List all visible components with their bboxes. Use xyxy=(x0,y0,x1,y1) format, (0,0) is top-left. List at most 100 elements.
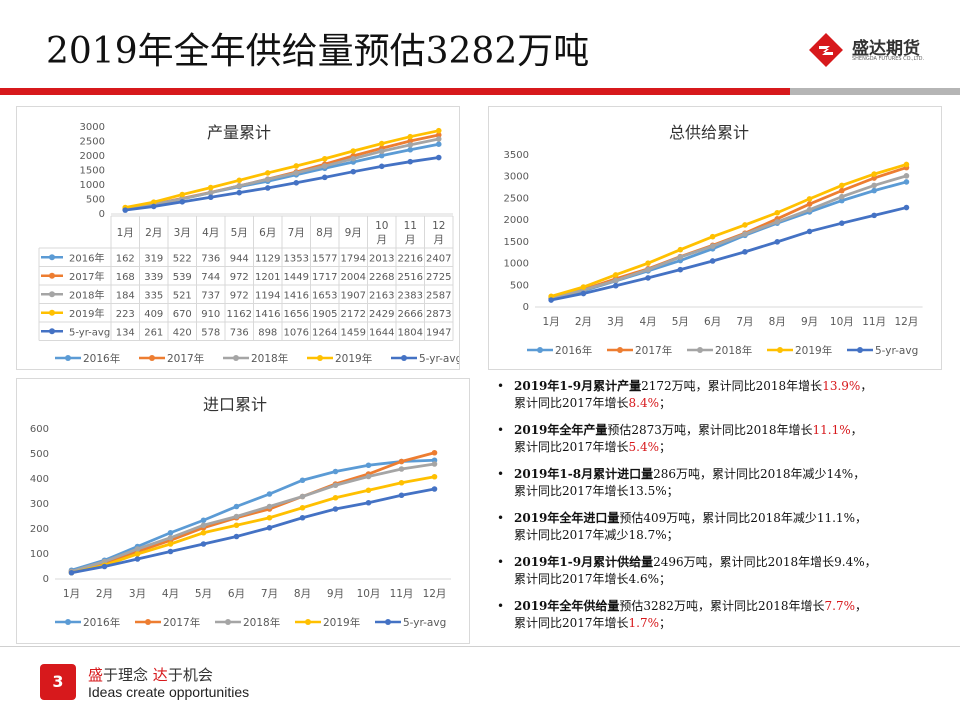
data-point xyxy=(200,517,207,524)
data-point xyxy=(435,154,442,161)
table-cell: 1644 xyxy=(369,327,394,338)
table-cell: 319 xyxy=(144,253,163,264)
data-point xyxy=(365,499,372,506)
table-row-label: 2018年 xyxy=(69,288,104,301)
data-point xyxy=(150,199,157,205)
table-cell: 1449 xyxy=(284,272,309,283)
table-cell: 134 xyxy=(116,327,135,338)
series-line xyxy=(71,487,435,575)
table-header: 9月 xyxy=(345,227,362,239)
y-tick-label: 100 xyxy=(30,549,49,560)
data-point xyxy=(350,168,357,175)
data-point xyxy=(233,533,240,540)
bullet-icon: • xyxy=(497,423,505,437)
x-tick-label: 4月 xyxy=(639,316,656,328)
data-point xyxy=(299,493,306,500)
bullet-text: 8.4% xyxy=(628,396,660,410)
legend-label: 2018年 xyxy=(715,344,752,357)
data-point xyxy=(207,194,214,201)
bullet-text: ； xyxy=(659,440,672,454)
x-tick-label: 12月 xyxy=(895,316,919,328)
table-cell: 1717 xyxy=(312,272,337,283)
legend-marker xyxy=(697,347,703,353)
series-line xyxy=(550,206,907,302)
y-tick-label: 2500 xyxy=(504,193,529,204)
summary-bullet: • 2019年1-9月累计供给量2496万吨，累计同比2018年增长9.4%， 累计… xyxy=(494,554,934,588)
table-row-marker xyxy=(49,291,55,298)
data-point xyxy=(350,155,357,162)
data-point xyxy=(398,466,405,472)
data-point xyxy=(321,155,328,162)
bullet-text: 累计同比2017年减少18.7%； xyxy=(514,528,679,542)
data-point xyxy=(378,140,385,147)
y-tick-label: 1500 xyxy=(80,166,105,177)
data-point xyxy=(612,282,619,289)
legend-label: 2019年 xyxy=(795,344,832,357)
data-point xyxy=(435,141,442,147)
data-point xyxy=(431,486,438,492)
data-point xyxy=(236,189,243,196)
data-point xyxy=(365,462,372,469)
data-point xyxy=(236,183,243,189)
data-point xyxy=(134,551,141,557)
data-point xyxy=(101,563,108,570)
data-point xyxy=(806,201,813,207)
table-cell: 1804 xyxy=(398,327,423,338)
data-point xyxy=(645,275,651,281)
company-logo: 盛达期货 SHENGDA FUTURES CO.,LTD. xyxy=(806,30,936,74)
bullet-text: 预估3282万吨，累计同比2018年增长 xyxy=(619,599,825,613)
table-cell: 2163 xyxy=(369,290,394,301)
data-point xyxy=(264,170,271,176)
chart-title: 产量累计 xyxy=(207,123,272,142)
slogan-part: 达 xyxy=(152,666,168,684)
data-point xyxy=(839,193,845,200)
data-point xyxy=(839,187,845,194)
legend-marker xyxy=(305,619,311,625)
data-point xyxy=(871,187,877,194)
table-cell: 162 xyxy=(116,253,135,264)
table-cell: 2666 xyxy=(398,309,423,320)
summary-bullet: • 2019年全年供给量预估3282万吨，累计同比2018年增长7.7%， 累计同比… xyxy=(494,598,934,632)
legend-label: 2016年 xyxy=(83,616,120,629)
data-point xyxy=(435,136,442,142)
table-cell: 2216 xyxy=(398,253,423,264)
y-tick-label: 3000 xyxy=(504,172,529,183)
x-tick-label: 6月 xyxy=(704,316,721,328)
data-point xyxy=(365,473,372,480)
bullet-text: 2019年全年产量 xyxy=(514,423,608,437)
legend-marker xyxy=(145,619,151,625)
table-cell: 744 xyxy=(201,272,220,283)
bullet-text: 预估409万吨，累计同比2018年减少11.1%， xyxy=(619,511,867,525)
series-line xyxy=(71,475,435,575)
data-point xyxy=(332,494,339,501)
x-tick-label: 3月 xyxy=(129,588,146,600)
data-point xyxy=(742,249,748,255)
table-cell: 2172 xyxy=(341,309,366,320)
bullet-text: 2172万吨，累计同比2018年增长 xyxy=(641,379,823,393)
table-header: 5月 xyxy=(231,227,248,239)
bullet-text: 2019年全年供给量 xyxy=(514,599,620,613)
bullet-text: 累计同比2017年增长4.6%； xyxy=(514,572,672,586)
table-header: 6月 xyxy=(259,227,276,239)
table-cell: 539 xyxy=(173,272,192,283)
bullet-text: 2019年1-9月累计供给量 xyxy=(514,555,654,569)
slogan-part: 盛 xyxy=(88,666,104,684)
x-tick-label: 9月 xyxy=(801,316,818,328)
data-point xyxy=(774,209,781,216)
import-chart: 0 100 200 300 400 500 600 1月 2月 3月 4月 5月 6月 7月 8月 9月 10月… xyxy=(30,424,451,629)
bullet-text: 2019年1-8月累计进口量 xyxy=(514,467,654,481)
series-line xyxy=(550,174,907,300)
table-cell: 409 xyxy=(144,309,163,320)
data-point xyxy=(431,461,438,467)
table-cell: 1076 xyxy=(284,327,309,338)
bullet-text: 7.7% xyxy=(824,599,856,613)
data-point xyxy=(293,179,300,186)
series-line xyxy=(71,462,435,573)
x-tick-label: 1月 xyxy=(543,316,560,328)
y-tick-label: 1000 xyxy=(504,259,529,270)
y-tick-label: 2000 xyxy=(80,151,105,162)
table-cell: 972 xyxy=(230,290,249,301)
data-point xyxy=(645,266,651,273)
data-point xyxy=(266,503,273,510)
table-cell: 1416 xyxy=(284,290,309,301)
